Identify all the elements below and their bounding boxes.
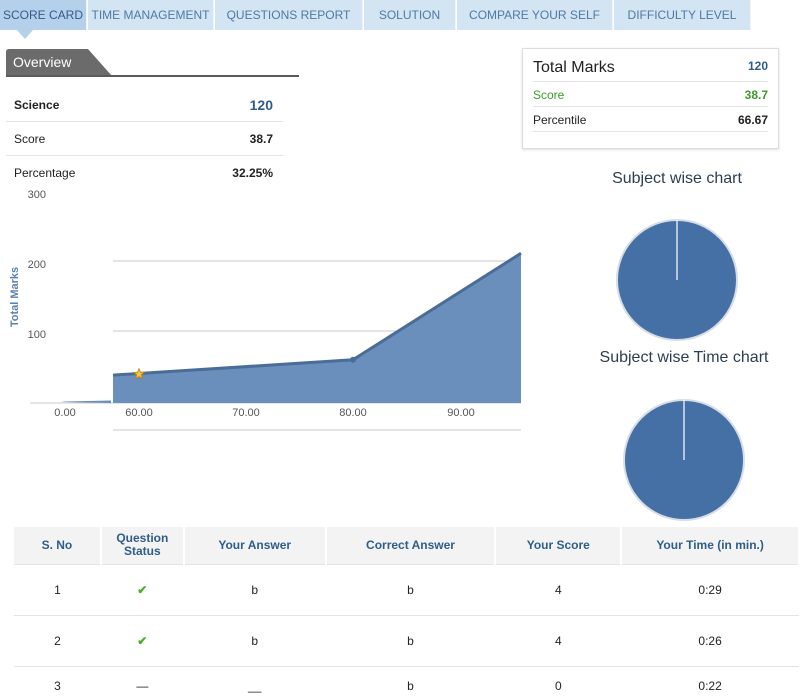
x-tick-90: 90.00 [447,407,475,419]
y-tick-300: 300 [28,189,46,201]
y-tick-200: 200 [28,259,46,271]
subject-wise-pie-chart [616,219,738,341]
col-header-your-time: Your Time (in min.) [621,527,800,564]
cell-score: 0 [495,665,622,700]
star-marker-icon[interactable] [132,367,146,380]
table-row: 2 ✔ b b 4 0:26 [14,614,799,666]
summary-score-label: Score [533,88,565,102]
cell-sno: 1 [14,563,101,615]
total-marks-row: Total Marks 120 [533,49,768,82]
percentile-label: Percentile [533,113,587,127]
cell-time: 0:26 [621,614,799,666]
percentage-value: 32.25% [232,166,273,180]
subject-total: 120 [249,97,273,113]
subject-wise-time-pie-chart [623,399,745,521]
total-marks-area-chart: Total Marks 300 200 100 0.00 60.00 70.00… [9,189,522,431]
cell-your-answer: b [183,614,326,666]
score-value: 38.7 [249,132,273,146]
total-marks-value: 120 [747,59,768,73]
score-label: Score [14,132,46,146]
x-tick-80: 80.00 [339,407,367,419]
tab-bar: SCORE CARD TIME MANAGEMENT QUESTIONS REP… [0,0,800,39]
summary-score-row: Score 38.7 [533,82,768,107]
overview-heading-tab: Overview [6,49,112,76]
cell-status: ✔ [100,563,184,615]
data-point[interactable] [350,356,356,363]
subject-summary-table: Science 120 Score 38.7 Percentage 32.25% [6,88,283,190]
check-icon: ✔ [137,582,148,597]
cell-correct-answer: b [325,665,496,700]
cell-status: ✔ [100,614,184,666]
percentile-value: 66.67 [737,113,768,127]
col-header-correct-answer: Correct Answer [325,527,497,564]
percentile-row: Percentile 66.67 [533,107,768,132]
score-row: Score 38.7 [6,122,283,156]
summary-score-value: 38.7 [744,88,768,102]
cell-status: — [100,665,184,700]
percentage-label: Percentage [14,166,76,180]
x-tick-70: 70.00 [232,407,260,419]
subject-wise-time-chart-title: Subject wise Time chart [599,349,769,366]
check-icon: ✔ [137,633,148,648]
active-tab-caret [17,30,33,39]
unattempted-dash-icon: — [136,679,149,694]
x-tick-0: 0.00 [54,407,75,419]
cell-correct-answer: b [325,563,496,615]
questions-table: S. No Question Status Your Answer Correc… [14,527,800,700]
percentage-row: Percentage 32.25% [6,156,283,190]
table-row: 1 ✔ b b 4 0:29 [14,563,799,615]
cell-time: 0:29 [621,563,799,615]
cell-time: 0:22 [621,665,799,700]
col-header-sno: S. No [14,527,102,564]
col-header-your-score: Your Score [495,527,623,564]
subject-label: Science [14,98,60,112]
cell-your-answer: b [183,563,326,615]
tab-score-card[interactable]: SCORE CARD [0,0,87,30]
overview-divider [6,75,299,77]
cell-score: 4 [495,563,622,615]
area-series [61,251,522,403]
cell-score: 4 [495,614,622,666]
x-tick-60: 60.00 [125,407,153,419]
table-row: 3 — __ b 0 0:22 [14,665,799,700]
subject-wise-chart-title: Subject wise chart [612,170,742,187]
area-segment-start [61,400,111,403]
tab-time-management[interactable]: TIME MANAGEMENT [88,0,214,30]
table-header-row: S. No Question Status Your Answer Correc… [14,527,800,564]
area-fill [113,253,521,403]
col-header-your-answer: Your Answer [183,527,327,564]
cell-sno: 3 [14,665,101,700]
overview-title: Overview [13,54,72,70]
y-tick-100: 100 [28,329,46,341]
total-marks-panel: Total Marks 120 Score 38.7 Percentile 66… [522,48,779,149]
tab-difficulty-level[interactable]: DIFFICULTY LEVEL [614,0,751,30]
tab-questions-report[interactable]: QUESTIONS REPORT [215,0,363,30]
tab-compare-your-self[interactable]: COMPARE YOUR SELF [457,0,613,30]
col-header-status: Question Status [100,527,185,564]
subject-row: Science 120 [6,88,283,122]
cell-sno: 2 [14,614,101,666]
y-axis-label: Total Marks [9,267,21,327]
cell-correct-answer: b [325,614,496,666]
cell-your-answer: __ [183,665,326,700]
tab-solution[interactable]: SOLUTION [364,0,456,30]
total-marks-label: Total Marks [533,59,615,76]
